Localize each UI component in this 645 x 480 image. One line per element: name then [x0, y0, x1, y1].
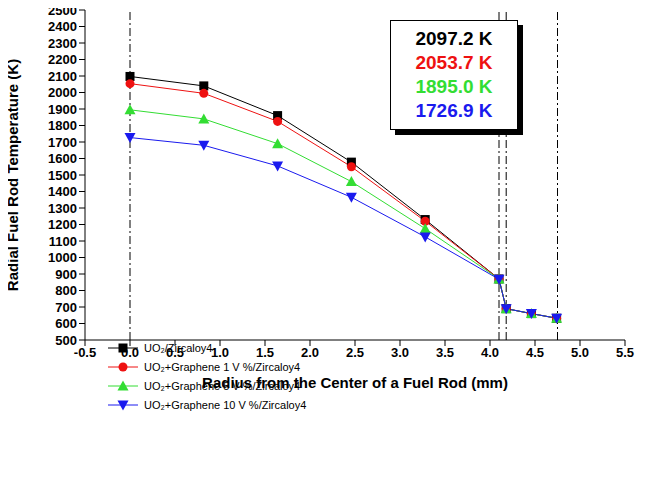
svg-text:900: 900 [55, 267, 77, 282]
svg-text:1800: 1800 [48, 118, 77, 133]
svg-text:1300: 1300 [48, 201, 77, 216]
svg-text:0.0: 0.0 [121, 345, 139, 360]
svg-text:4.0: 4.0 [481, 345, 499, 360]
svg-text:0.5: 0.5 [166, 345, 184, 360]
svg-text:1200: 1200 [48, 217, 77, 232]
svg-text:1000: 1000 [48, 250, 77, 265]
svg-text:1.5: 1.5 [256, 345, 274, 360]
svg-text:700: 700 [55, 300, 77, 315]
svg-text:5.5: 5.5 [616, 345, 634, 360]
svg-text:2200: 2200 [48, 52, 77, 67]
svg-text:600: 600 [55, 316, 77, 331]
svg-text:800: 800 [55, 283, 77, 298]
svg-text:3.5: 3.5 [436, 345, 454, 360]
svg-text:2300: 2300 [48, 36, 77, 51]
svg-text:500: 500 [55, 333, 77, 348]
svg-text:4.5: 4.5 [526, 345, 544, 360]
svg-text:2000: 2000 [48, 85, 77, 100]
svg-text:1400: 1400 [48, 184, 77, 199]
svg-text:1.0: 1.0 [211, 345, 229, 360]
svg-text:Radial Fuel Rod Temperature (K: Radial Fuel Rod Temperature (K) [8, 59, 21, 291]
svg-text:2.0: 2.0 [301, 345, 319, 360]
svg-text:3.0: 3.0 [391, 345, 409, 360]
svg-text:Radius from the Center of a Fu: Radius from the Center of a Fuel Rod (mm… [202, 374, 508, 391]
svg-text:2.5: 2.5 [346, 345, 364, 360]
svg-text:-0.5: -0.5 [74, 345, 96, 360]
svg-text:1500: 1500 [48, 168, 77, 183]
svg-text:2500: 2500 [48, 8, 77, 18]
svg-text:1700: 1700 [48, 135, 77, 150]
svg-text:2100: 2100 [48, 69, 77, 84]
svg-text:2400: 2400 [48, 19, 77, 34]
svg-text:1600: 1600 [48, 151, 77, 166]
svg-text:1900: 1900 [48, 102, 77, 117]
svg-text:5.0: 5.0 [571, 345, 589, 360]
svg-text:1100: 1100 [49, 234, 77, 249]
